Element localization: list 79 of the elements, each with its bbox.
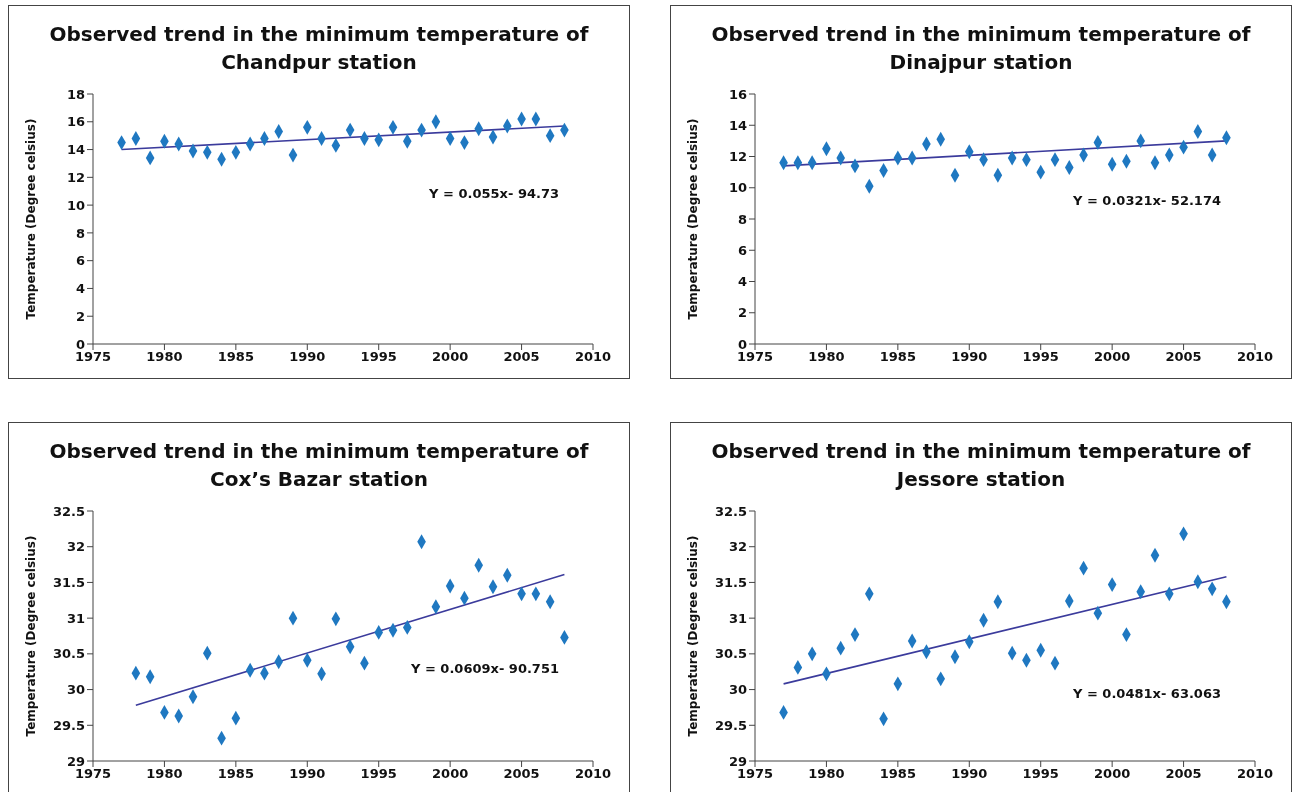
y-tick-label: 31.5 bbox=[52, 575, 85, 591]
x-tick-label: 2000 bbox=[1094, 349, 1131, 365]
y-tick-label: 16 bbox=[728, 86, 747, 102]
y-tick-label: 32 bbox=[728, 539, 747, 555]
x-tick-label: 1990 bbox=[289, 349, 326, 365]
y-tick-label: 30.5 bbox=[714, 646, 747, 662]
y-tick-label: 2 bbox=[75, 308, 85, 324]
y-tick-label: 32 bbox=[66, 539, 85, 555]
y-tick-label: 4 bbox=[75, 281, 85, 297]
y-tick-label: 2 bbox=[737, 305, 747, 321]
y-tick-label: 30 bbox=[728, 682, 747, 698]
x-tick-label: 1975 bbox=[736, 766, 774, 782]
x-tick-label: 1980 bbox=[146, 349, 183, 365]
y-tick-label: 30 bbox=[66, 682, 85, 698]
x-tick-label: 2000 bbox=[432, 349, 469, 365]
y-tick-label: 10 bbox=[66, 197, 85, 213]
y-axis-title: Temperature (Degree celsius) bbox=[24, 535, 39, 737]
y-tick-label: 12 bbox=[66, 169, 85, 185]
annotation: Y = 0.0481x- 63.063 bbox=[1073, 686, 1221, 701]
x-tick-label: 1985 bbox=[879, 349, 916, 365]
x-tick-label: 1990 bbox=[289, 766, 326, 782]
y-tick-label: 4 bbox=[737, 274, 747, 290]
chart-title: Observed trend in the minimum temperature of Cox’s Bazar station bbox=[48, 438, 590, 493]
y-tick-label: 16 bbox=[66, 114, 85, 130]
x-tick-label: 1975 bbox=[736, 349, 774, 365]
x-tick-label: 1980 bbox=[146, 766, 183, 782]
x-tick-label: 1980 bbox=[808, 349, 845, 365]
y-tick-label: 32.5 bbox=[714, 503, 747, 519]
x-tick-label: 2010 bbox=[574, 349, 612, 365]
chart-title: Observed trend in the minimum temperature of Dinajpur station bbox=[710, 21, 1252, 76]
x-tick-label: 1985 bbox=[879, 766, 916, 782]
chart-title: Observed trend in the minimum temperature of Jessore station bbox=[710, 438, 1252, 493]
y-tick-label: 0 bbox=[75, 336, 85, 352]
x-tick-label: 2000 bbox=[432, 766, 469, 782]
y-tick-label: 18 bbox=[66, 86, 85, 102]
x-tick-label: 2005 bbox=[1165, 766, 1202, 782]
y-tick-label: 6 bbox=[75, 253, 85, 269]
y-tick-label: 14 bbox=[728, 117, 747, 133]
x-tick-label: 1990 bbox=[951, 349, 988, 365]
x-tick-label: 2010 bbox=[574, 766, 612, 782]
x-tick-label: 1985 bbox=[217, 349, 254, 365]
x-tick-label: 2010 bbox=[1236, 349, 1274, 365]
annotation: Y = 0.055x- 94.73 bbox=[429, 186, 559, 201]
x-tick-label: 2005 bbox=[1165, 349, 1202, 365]
x-tick-label: 1975 bbox=[74, 766, 112, 782]
y-tick-label: 31.5 bbox=[714, 575, 747, 591]
x-tick-label: 2005 bbox=[503, 349, 540, 365]
y-tick-label: 14 bbox=[66, 142, 85, 158]
y-tick-label: 31 bbox=[728, 610, 747, 626]
y-tick-label: 8 bbox=[75, 225, 85, 241]
x-tick-label: 1995 bbox=[1022, 349, 1059, 365]
y-tick-label: 29 bbox=[66, 753, 85, 769]
x-tick-label: 2005 bbox=[503, 766, 540, 782]
y-axis-title: Temperature (Degree celsius) bbox=[686, 118, 701, 320]
annotation: Y = 0.0609x- 90.751 bbox=[411, 661, 559, 676]
y-tick-label: 31 bbox=[66, 610, 85, 626]
x-tick-label: 1980 bbox=[808, 766, 845, 782]
y-tick-label: 29 bbox=[728, 753, 747, 769]
x-tick-label: 1985 bbox=[217, 766, 254, 782]
y-tick-label: 6 bbox=[737, 242, 747, 258]
x-tick-label: 1990 bbox=[951, 766, 988, 782]
x-tick-label: 1995 bbox=[360, 766, 397, 782]
x-tick-label: 2000 bbox=[1094, 766, 1131, 782]
y-tick-label: 29.5 bbox=[714, 717, 747, 733]
y-tick-label: 10 bbox=[728, 180, 747, 196]
x-tick-label: 1975 bbox=[74, 349, 112, 365]
y-tick-label: 8 bbox=[737, 211, 747, 227]
x-tick-label: 1995 bbox=[360, 349, 397, 365]
y-tick-label: 32.5 bbox=[52, 503, 85, 519]
y-tick-label: 12 bbox=[728, 149, 747, 165]
y-axis-title: Temperature (Degree celsius) bbox=[686, 535, 701, 737]
chart-title: Observed trend in the minimum temperature of Chandpur station bbox=[48, 21, 590, 76]
y-tick-label: 30.5 bbox=[52, 646, 85, 662]
y-axis-title: Temperature (Degree celsius) bbox=[24, 118, 39, 320]
x-tick-label: 1995 bbox=[1022, 766, 1059, 782]
x-tick-label: 2010 bbox=[1236, 766, 1274, 782]
y-tick-label: 0 bbox=[737, 336, 747, 352]
y-tick-label: 29.5 bbox=[52, 717, 85, 733]
annotation: Y = 0.0321x- 52.174 bbox=[1073, 193, 1221, 208]
